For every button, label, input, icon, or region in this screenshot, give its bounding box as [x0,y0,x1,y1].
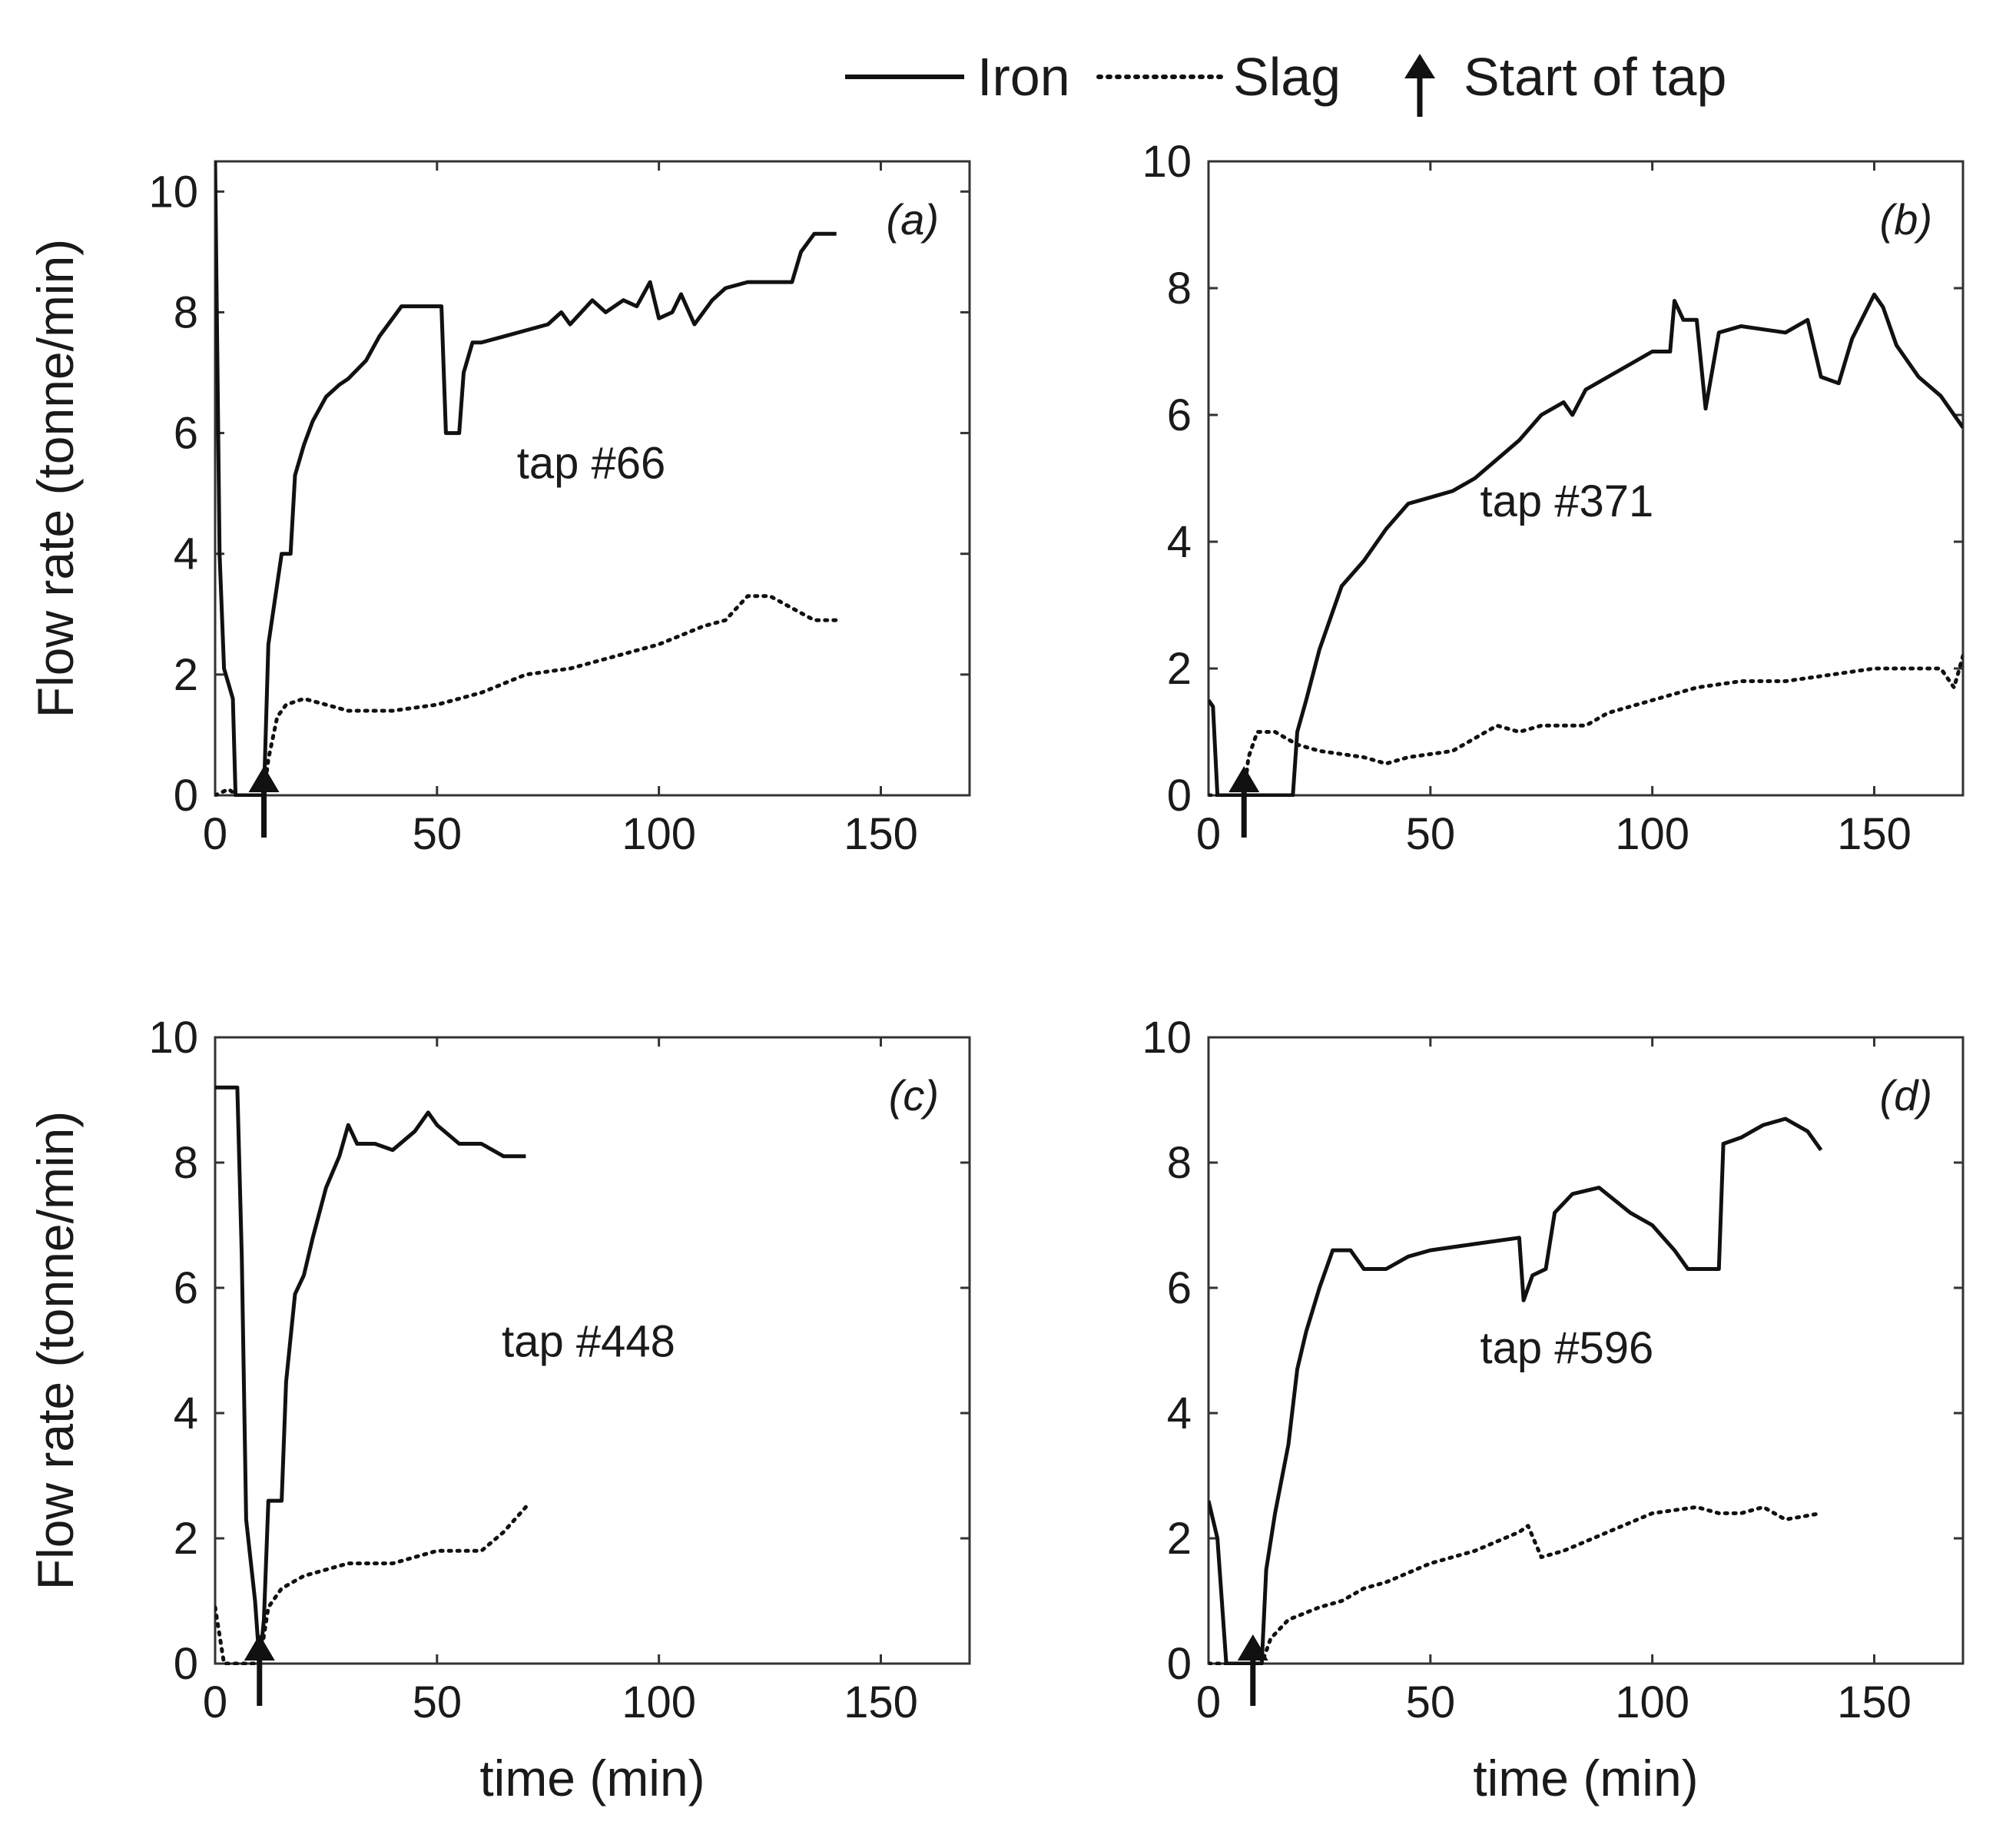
y-tick-label-a-10: 10 [148,167,198,217]
y-tick-label-a-0: 0 [174,771,198,821]
series-slag-line-c [215,1505,528,1665]
tap-label-c: tap #448 [502,1317,675,1367]
x-tick-label-a-150: 150 [844,809,918,859]
plot-frame-c [214,1036,971,1665]
y-tick-label-c-2: 2 [174,1514,198,1564]
tap-label-b: tap #371 [1480,476,1654,526]
tap-label-a: tap #66 [517,439,666,489]
tap-start-arrow-head-a [248,766,280,792]
series-slag-line-a [215,594,839,797]
series-iron-line-b [1209,292,1963,797]
legend-slag-label: Slag [1233,47,1341,107]
tap-start-arrow-icon-a [248,766,280,838]
panel-label-b: (b) [1880,195,1932,244]
y-tick-label-b-6: 6 [1167,390,1192,440]
tap-start-arrow-icon-b [1228,766,1260,838]
legend: Iron Slag Start of tap [845,47,1726,117]
y-tick-label-b-2: 2 [1167,644,1192,694]
panel-label-a: (a) [887,195,939,244]
panel-label-c: (c) [889,1071,939,1120]
chart-b: 0 50 100 150 0 2 4 6 8 10 (b) tap #371 [1142,137,1965,859]
chart-c: 0 50 100 150 0 2 4 6 8 10 Flow rate (tonne/min) tim… [27,1013,971,1807]
y-tick-label-b-0: 0 [1167,771,1192,821]
y-tick-label-b-10: 10 [1142,137,1192,187]
x-tick-label-a-0: 0 [203,809,227,859]
y-axis-label-c: Flow rate (tonne/min) [27,1111,84,1591]
x-tick-label-c-150: 150 [844,1677,918,1727]
y-tick-label-b-4: 4 [1167,517,1192,567]
x-tick-label-a-100: 100 [622,809,696,859]
y-tick-label-a-6: 6 [174,409,198,459]
legend-arrow-icon [1404,54,1435,117]
x-tick-label-b-0: 0 [1196,809,1221,859]
series-iron-line-a [215,161,837,797]
legend-iron-label: Iron [977,47,1070,107]
tap-start-arrow-icon-d [1237,1634,1268,1706]
y-tick-label-d-0: 0 [1167,1639,1192,1689]
plot-frame-b [1207,160,1965,797]
y-tick-label-a-2: 2 [174,650,198,700]
y-tick-label-c-8: 8 [174,1138,198,1188]
plot-frame-a [214,160,971,797]
y-tick-label-c-0: 0 [174,1639,198,1689]
series-slag-line-d [1209,1505,1823,1665]
y-tick-label-d-4: 4 [1167,1388,1192,1438]
y-tick-label-a-8: 8 [174,287,198,337]
x-tick-label-c-50: 50 [413,1677,463,1727]
x-tick-label-b-150: 150 [1837,809,1912,859]
tap-start-arrow-head-c [244,1634,275,1661]
panel-label-d: (d) [1880,1071,1932,1120]
y-tick-label-d-10: 10 [1142,1013,1192,1063]
y-tick-label-b-8: 8 [1167,264,1192,314]
x-tick-label-d-150: 150 [1837,1677,1912,1727]
x-tick-label-c-0: 0 [203,1677,227,1727]
y-tick-label-a-4: 4 [174,529,198,579]
chart-a: 0 50 100 150 0 2 4 6 8 10 Flow rate (tonne/min) (a)… [27,160,971,859]
x-tick-label-b-100: 100 [1615,809,1689,859]
legend-start-of-tap-label: Start of tap [1464,47,1726,107]
x-tick-label-d-0: 0 [1196,1677,1221,1727]
series-iron-line-d [1209,1116,1823,1665]
chart-d: 0 50 100 150 0 2 4 6 8 10 time (min) (d) tap #596 [1142,1013,1965,1807]
tap-start-arrow-icon-c [244,1634,275,1706]
tap-label-d: tap #596 [1480,1323,1654,1373]
x-axis-label-d: time (min) [1473,1750,1698,1807]
series-iron-line-c [215,1085,526,1665]
x-tick-label-b-50: 50 [1406,809,1456,859]
y-tick-label-c-10: 10 [148,1013,198,1063]
x-axis-label-c: time (min) [479,1750,705,1807]
x-tick-label-c-100: 100 [622,1677,696,1727]
plot-frame-d [1207,1036,1965,1665]
y-tick-label-d-2: 2 [1167,1514,1192,1564]
series-slag-line-b [1209,654,1963,797]
y-tick-label-d-6: 6 [1167,1263,1192,1313]
tap-start-arrow-head-b [1228,766,1260,792]
y-axis-label-a: Flow rate (tonne/min) [27,239,84,718]
y-tick-label-c-4: 4 [174,1388,198,1438]
y-tick-label-d-8: 8 [1167,1138,1192,1188]
y-tick-label-c-6: 6 [174,1263,198,1313]
tap-start-arrow-head-d [1237,1634,1268,1661]
x-tick-label-a-50: 50 [413,809,463,859]
x-tick-label-d-100: 100 [1615,1677,1689,1727]
x-tick-label-d-50: 50 [1406,1677,1456,1727]
